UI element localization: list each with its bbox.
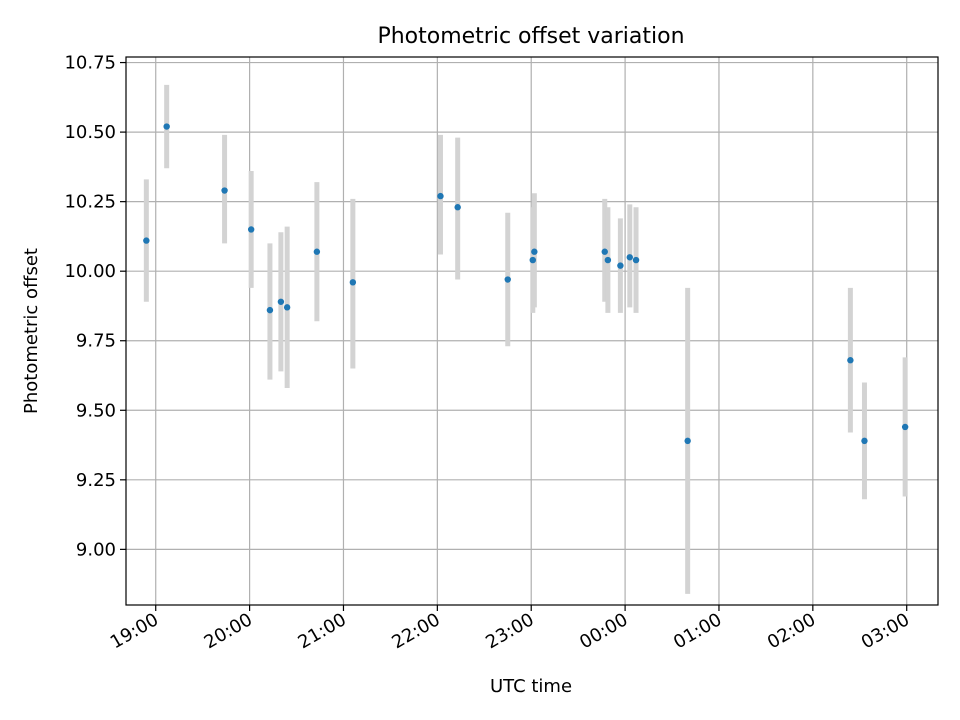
y-axis: 9.00 9.25 9.50 9.75 10.00 10.25 10.50 10.75 xyxy=(64,53,126,560)
data-point xyxy=(163,123,170,130)
data-point xyxy=(437,192,444,200)
data-point xyxy=(504,276,511,283)
chart-title: Photometric offset variation xyxy=(377,24,684,49)
y-tick-label: 9.25 xyxy=(76,470,116,491)
data-point xyxy=(143,237,150,244)
y-tick-label: 9.00 xyxy=(76,539,116,560)
data-point xyxy=(847,357,854,364)
data-point xyxy=(617,262,624,269)
x-axis-label: UTC time xyxy=(490,676,572,697)
data-point xyxy=(604,256,612,264)
data-point xyxy=(454,204,461,211)
y-tick-label: 9.50 xyxy=(76,400,116,421)
y-axis-label: Photometric offset xyxy=(21,248,42,414)
data-point xyxy=(684,437,691,445)
data-point xyxy=(283,304,291,311)
data-point xyxy=(349,279,357,286)
plot-frame xyxy=(125,56,939,606)
data-point xyxy=(861,437,868,445)
data-point xyxy=(277,298,285,305)
data-point xyxy=(221,187,228,194)
data-point xyxy=(626,254,633,261)
data-point xyxy=(632,256,640,264)
data-point xyxy=(529,256,536,264)
data-point xyxy=(531,248,538,255)
data-point xyxy=(601,248,608,255)
y-tick-label: 10.00 xyxy=(64,261,116,282)
y-tick-label: 10.75 xyxy=(64,53,116,74)
data-point xyxy=(247,226,255,233)
data-point xyxy=(266,306,274,314)
data-point xyxy=(313,248,321,255)
y-tick-label: 10.50 xyxy=(64,122,116,143)
y-tick-label: 9.75 xyxy=(76,331,116,352)
y-tick-label: 10.25 xyxy=(64,192,116,213)
data-points xyxy=(143,123,909,445)
data-point xyxy=(901,423,909,431)
